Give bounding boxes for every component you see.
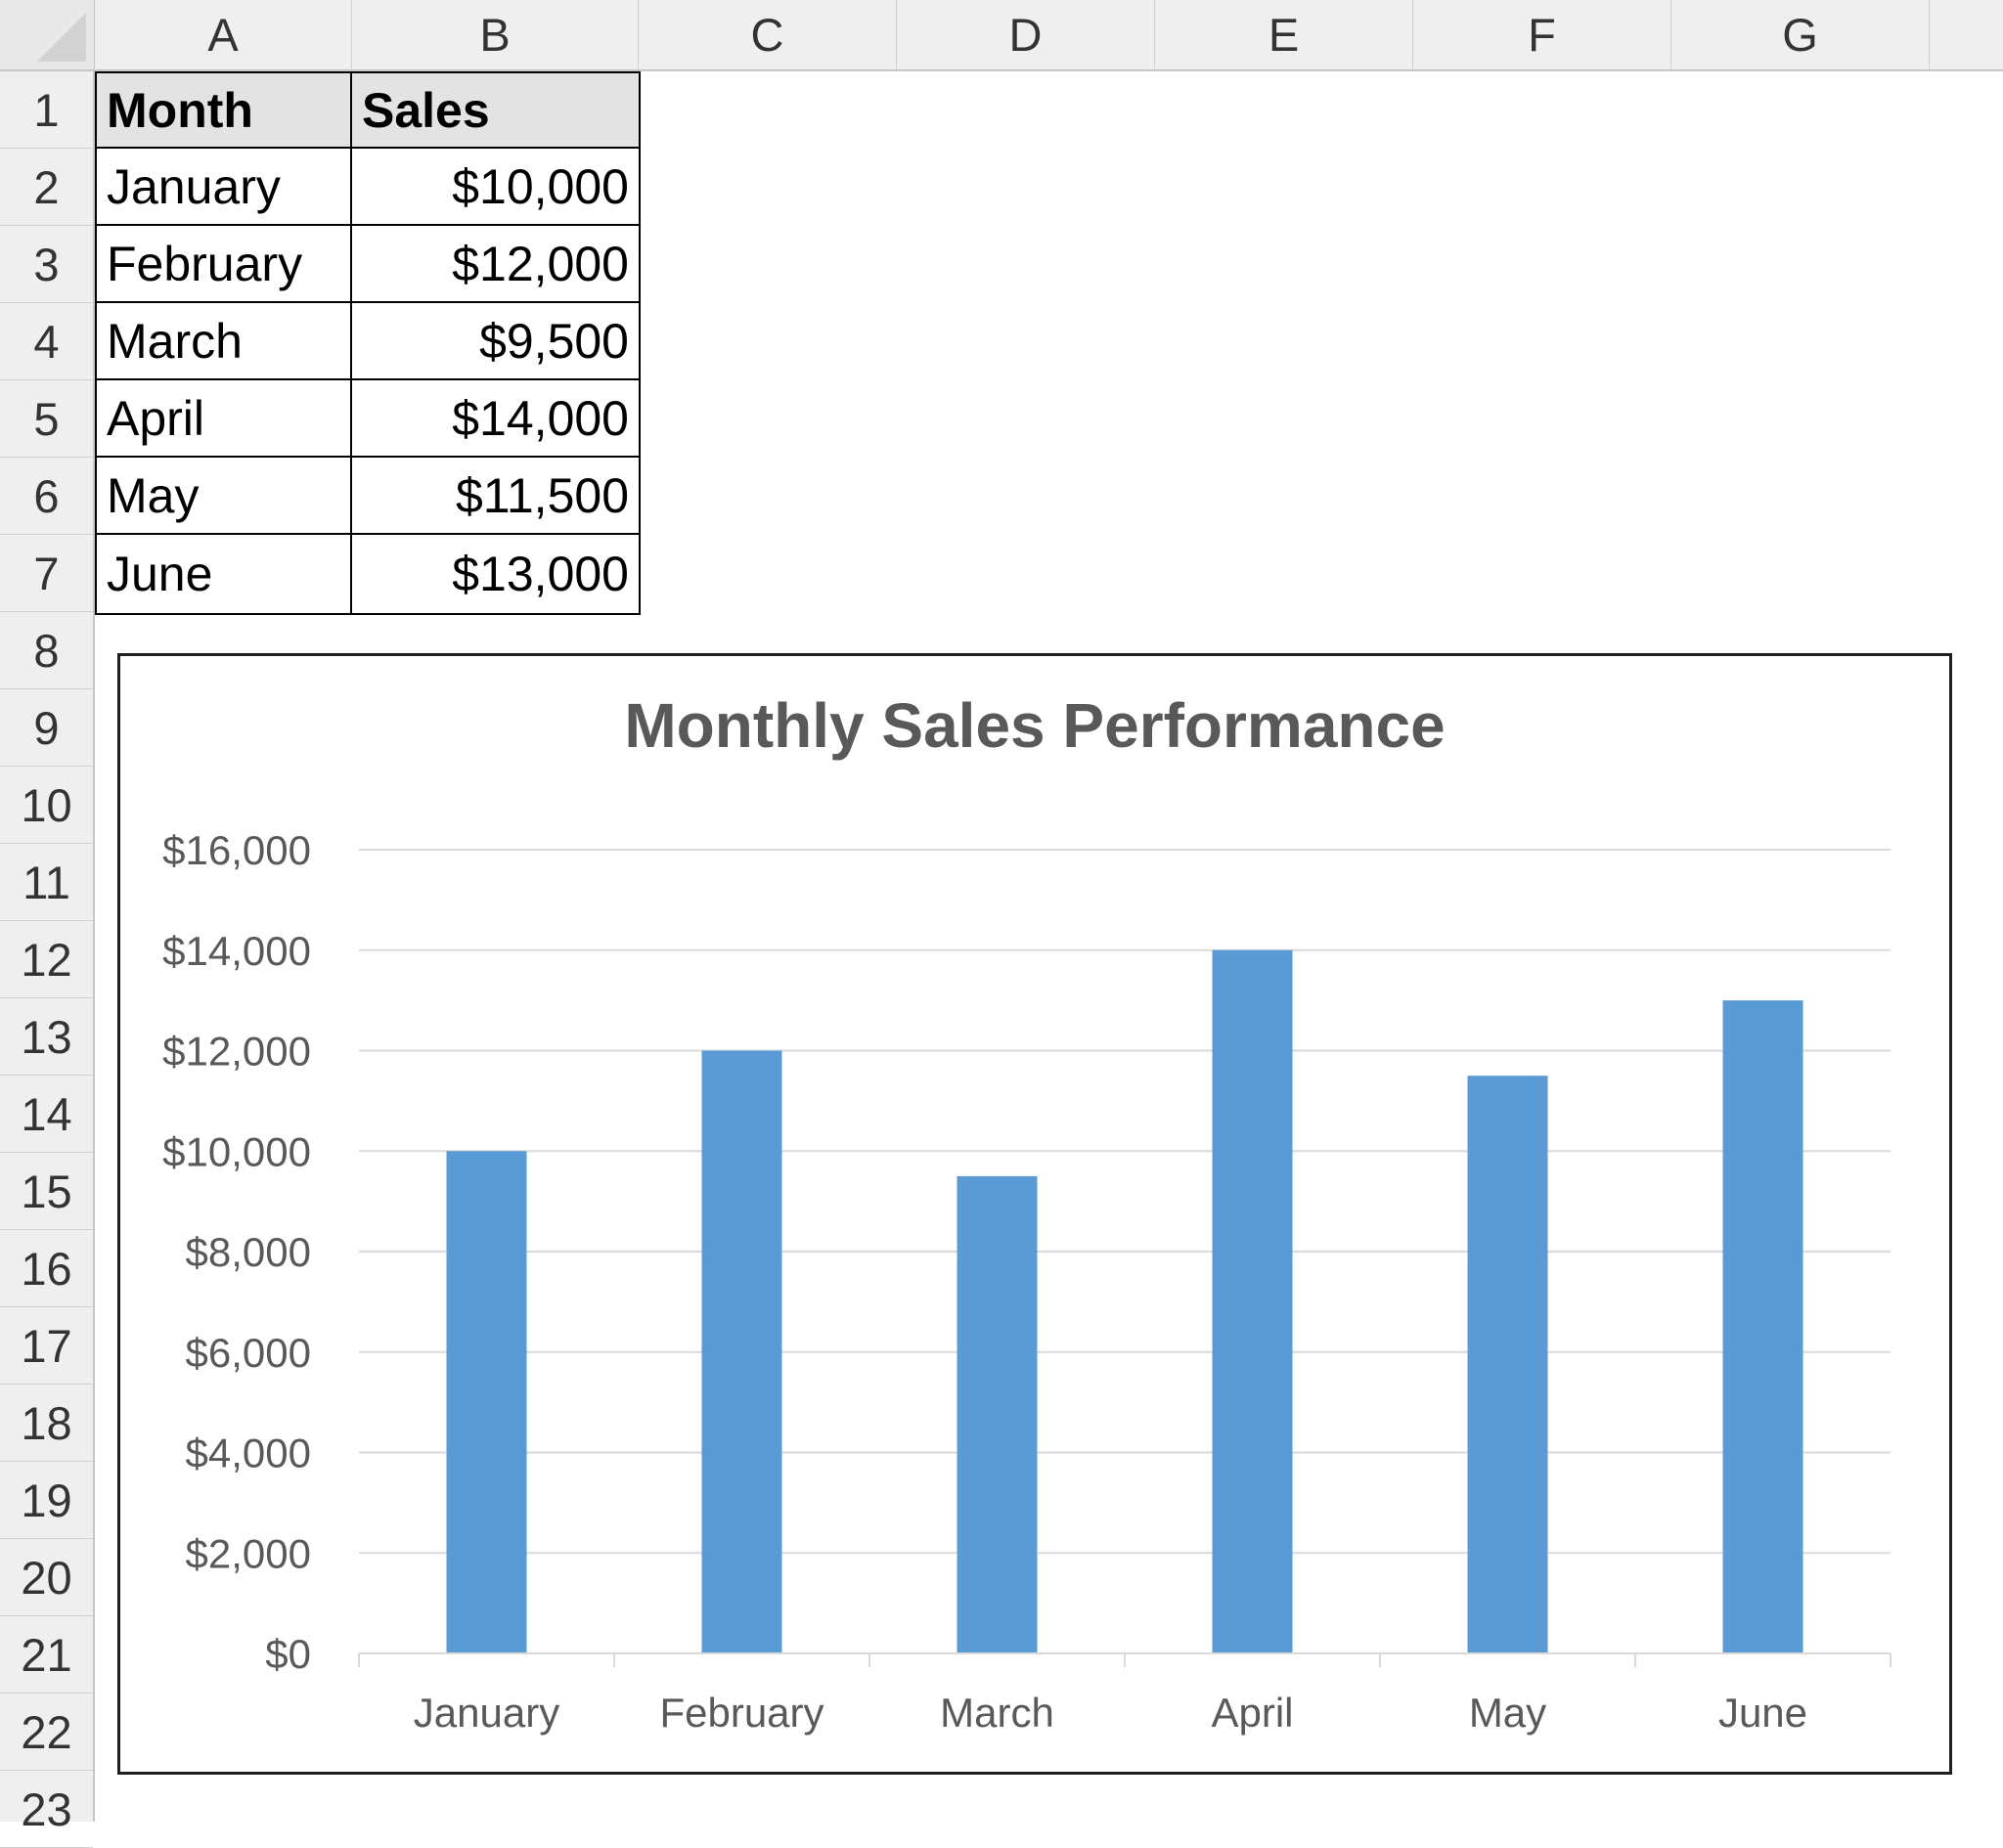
y-axis-labels: $0 $2,000 $4,000 $6,000 $8,000 $10,000 $12,000… bbox=[162, 827, 311, 1677]
cell-sales[interactable]: $11,500 bbox=[350, 456, 641, 535]
y-tick-label: $2,000 bbox=[186, 1530, 311, 1576]
row-header-column: 1 2 3 4 5 6 7 8 9 10 11 12 13 14 15 16 1… bbox=[0, 71, 95, 1848]
row-header[interactable]: 2 bbox=[0, 149, 93, 226]
column-header-g[interactable]: G bbox=[1671, 0, 1930, 69]
cell-sales[interactable]: $12,000 bbox=[350, 224, 641, 303]
row-header[interactable]: 6 bbox=[0, 458, 93, 535]
cell-month[interactable]: June bbox=[95, 533, 352, 615]
row-header[interactable]: 17 bbox=[0, 1307, 93, 1385]
x-tick-label: May bbox=[1469, 1690, 1546, 1736]
bars bbox=[446, 949, 1803, 1654]
column-header-e[interactable]: E bbox=[1155, 0, 1413, 69]
row-header[interactable]: 13 bbox=[0, 998, 93, 1076]
cell-sales[interactable]: $14,000 bbox=[350, 378, 641, 458]
row-header[interactable]: 19 bbox=[0, 1462, 93, 1539]
select-all-triangle-icon bbox=[37, 13, 86, 62]
bar[interactable] bbox=[446, 1151, 527, 1653]
row-header[interactable]: 16 bbox=[0, 1230, 93, 1307]
select-all-corner[interactable] bbox=[0, 0, 95, 71]
bar[interactable] bbox=[701, 1050, 782, 1654]
cell-month[interactable]: March bbox=[95, 301, 352, 380]
column-header-b[interactable]: B bbox=[352, 0, 639, 69]
cell-month[interactable]: April bbox=[95, 378, 352, 458]
row-header[interactable]: 14 bbox=[0, 1076, 93, 1153]
bar[interactable] bbox=[957, 1175, 1038, 1653]
row-header[interactable]: 9 bbox=[0, 689, 93, 767]
cell-sales[interactable]: $10,000 bbox=[350, 147, 641, 226]
x-tick-label: June bbox=[1718, 1690, 1807, 1736]
row-header[interactable]: 22 bbox=[0, 1694, 93, 1771]
cell-month[interactable]: January bbox=[95, 147, 352, 226]
cell-month[interactable]: February bbox=[95, 224, 352, 303]
y-tick-label: $6,000 bbox=[186, 1330, 311, 1376]
row-header[interactable]: 15 bbox=[0, 1153, 93, 1230]
y-tick-label: $4,000 bbox=[186, 1430, 311, 1476]
row-header[interactable]: 20 bbox=[0, 1539, 93, 1616]
cell-sales[interactable]: $13,000 bbox=[350, 533, 641, 615]
y-tick-label: $8,000 bbox=[186, 1229, 311, 1275]
y-tick-label: $0 bbox=[265, 1631, 311, 1677]
row-header[interactable]: 5 bbox=[0, 380, 93, 458]
bar[interactable] bbox=[1467, 1076, 1548, 1653]
chart-title: Monthly Sales Performance bbox=[624, 690, 1445, 761]
row-header[interactable]: 7 bbox=[0, 535, 93, 612]
row-header[interactable]: 3 bbox=[0, 226, 93, 303]
chart-object[interactable]: Monthly Sales Performance $0 $2,000 $4,000… bbox=[117, 653, 1952, 1775]
cell-sales[interactable]: $9,500 bbox=[350, 301, 641, 380]
bar[interactable] bbox=[1722, 1000, 1803, 1653]
x-axis: January February March April May June bbox=[358, 1652, 1892, 1736]
y-tick-label: $14,000 bbox=[162, 928, 311, 974]
y-tick-label: $16,000 bbox=[162, 827, 311, 873]
row-header[interactable]: 8 bbox=[0, 612, 93, 689]
row-header[interactable]: 12 bbox=[0, 921, 93, 998]
x-tick-label: January bbox=[414, 1690, 559, 1736]
bar[interactable] bbox=[1212, 949, 1293, 1653]
x-tick-label: March bbox=[940, 1690, 1054, 1736]
row-header[interactable]: 10 bbox=[0, 767, 93, 844]
row-header[interactable]: 1 bbox=[0, 71, 93, 149]
row-header[interactable]: 4 bbox=[0, 303, 93, 380]
x-tick-label: February bbox=[659, 1690, 823, 1736]
row-header[interactable]: 11 bbox=[0, 844, 93, 921]
row-header[interactable]: 23 bbox=[0, 1771, 93, 1848]
row-header[interactable]: 21 bbox=[0, 1616, 93, 1694]
bar-chart: Monthly Sales Performance $0 $2,000 $4,000… bbox=[162, 690, 1892, 1736]
x-tick-label: April bbox=[1211, 1690, 1293, 1736]
column-header-a[interactable]: A bbox=[95, 0, 352, 69]
header-cell-month[interactable]: Month bbox=[95, 71, 352, 149]
row-header[interactable]: 18 bbox=[0, 1385, 93, 1462]
column-header-f[interactable]: F bbox=[1413, 0, 1671, 69]
gridlines bbox=[359, 849, 1891, 1555]
y-tick-label: $10,000 bbox=[162, 1128, 311, 1174]
cell-month[interactable]: May bbox=[95, 456, 352, 535]
y-tick-label: $12,000 bbox=[162, 1029, 311, 1075]
column-header-d[interactable]: D bbox=[897, 0, 1155, 69]
column-header-row: A B C D E F G bbox=[95, 0, 2003, 71]
column-header-c[interactable]: C bbox=[639, 0, 897, 69]
header-cell-sales[interactable]: Sales bbox=[350, 71, 641, 149]
